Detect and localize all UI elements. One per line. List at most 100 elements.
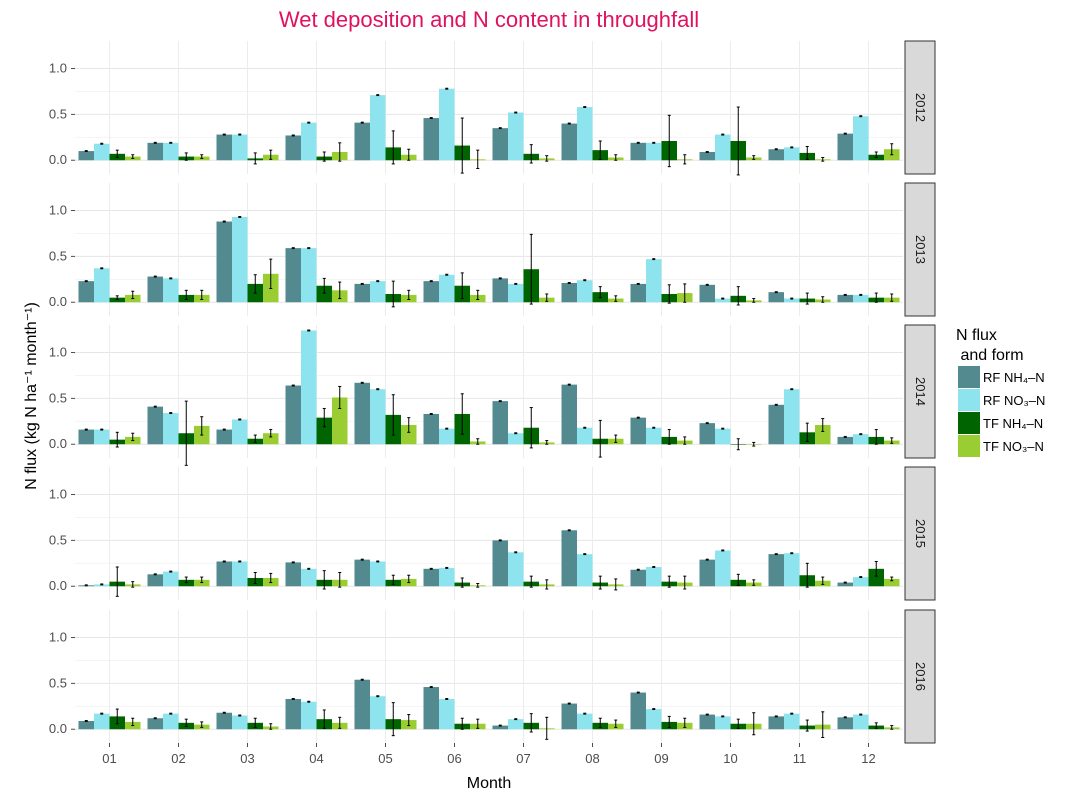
bar-rfno3-2014-10 xyxy=(715,428,731,445)
bar-rfno3-2012-03 xyxy=(232,134,248,161)
y-tick-label: 0.5 xyxy=(49,248,67,263)
bar-rfnh4-2012-05 xyxy=(354,122,370,161)
bar-rfnh4-2015-06 xyxy=(423,568,439,587)
legend-label-rfno3: RF NO₃–N xyxy=(983,393,1045,408)
bar-rfno3-2014-04 xyxy=(301,330,317,445)
bar-rfnh4-2016-01 xyxy=(78,720,94,730)
bar-rfnh4-2016-02 xyxy=(147,718,163,730)
bar-rfnh4-2014-01 xyxy=(78,429,94,445)
bar-rfnh4-2013-11 xyxy=(768,292,784,303)
bar-rfnh4-2012-12 xyxy=(837,133,853,161)
bar-rfno3-2012-04 xyxy=(301,122,317,161)
bar-rfnh4-2015-05 xyxy=(354,559,370,587)
bar-rfnh4-2014-10 xyxy=(699,423,715,445)
bar-rfno3-2013-07 xyxy=(508,283,524,303)
x-tick-label: 10 xyxy=(723,751,737,766)
y-tick-label: 0.0 xyxy=(49,436,67,451)
bar-rfno3-2013-05 xyxy=(370,281,386,303)
bar-rfnh4-2015-03 xyxy=(216,561,232,587)
bar-rfno3-2012-09 xyxy=(646,142,662,161)
x-axis: 01 02 03 04 05 06 07 08 09 10 11 12 xyxy=(102,743,876,766)
bar-rfnh4-2014-03 xyxy=(216,429,232,445)
bar-rfno3-2013-02 xyxy=(163,278,179,303)
bar-rfno3-2013-01 xyxy=(94,268,110,303)
bar-tfnh4-2014-04 xyxy=(316,417,332,445)
bar-rfno3-2015-06 xyxy=(439,567,455,587)
legend-swatch-rfno3 xyxy=(958,389,980,411)
bar-rfnh4-2016-11 xyxy=(768,716,784,730)
x-tick-label: 02 xyxy=(171,751,185,766)
bar-rfno3-2014-03 xyxy=(232,419,248,445)
y-tick-label: 1.0 xyxy=(49,203,67,218)
bar-tfno3-2014-05 xyxy=(401,424,417,445)
bar-rfno3-2014-05 xyxy=(370,389,386,445)
panel-background xyxy=(75,183,903,316)
y-tick-label: 0.0 xyxy=(49,578,67,593)
bar-rfno3-2016-02 xyxy=(163,713,179,730)
bar-rfnh4-2012-10 xyxy=(699,151,715,161)
panel-2013: 0.0 0.5 1.0 2013 xyxy=(49,182,936,317)
bar-rfno3-2015-05 xyxy=(370,561,386,587)
facet-strip-label: 2012 xyxy=(913,93,928,122)
bar-rfnh4-2013-12 xyxy=(837,294,853,303)
bar-rfno3-2012-07 xyxy=(508,112,524,161)
y-tick-label: 0.5 xyxy=(49,532,67,547)
bar-rfno3-2016-09 xyxy=(646,709,662,730)
bar-rfno3-2016-04 xyxy=(301,701,317,730)
bar-rfno3-2013-10 xyxy=(715,298,731,303)
bar-rfnh4-2013-10 xyxy=(699,284,715,303)
bar-rfnh4-2012-07 xyxy=(492,128,508,161)
bar-rfno3-2013-09 xyxy=(646,259,662,303)
bar-rfnh4-2013-05 xyxy=(354,283,370,303)
bar-rfno3-2013-04 xyxy=(301,248,317,303)
bar-rfnh4-2015-12 xyxy=(837,582,853,587)
panel-2012: 0.0 0.5 1.0 2012 xyxy=(49,40,936,176)
bar-rfnh4-2013-02 xyxy=(147,276,163,303)
bar-rfno3-2013-06 xyxy=(439,274,455,303)
bar-rfnh4-2015-02 xyxy=(147,574,163,587)
bar-rfnh4-2014-07 xyxy=(492,401,508,445)
bar-rfno3-2015-04 xyxy=(301,568,317,587)
bar-rfno3-2014-12 xyxy=(853,434,869,445)
bar-rfnh4-2014-06 xyxy=(423,413,439,445)
panel-2014: 0.0 0.5 1.0 2014 xyxy=(49,324,936,466)
bar-rfno3-2014-08 xyxy=(577,427,593,445)
facet-strip-label: 2015 xyxy=(913,519,928,548)
chart-title: Wet deposition and N content in throughf… xyxy=(279,7,699,32)
bar-tfno3-2014-03 xyxy=(263,433,279,445)
bar-rfnh4-2016-05 xyxy=(354,679,370,730)
bar-rfnh4-2012-03 xyxy=(216,134,232,161)
bar-rfnh4-2014-12 xyxy=(837,436,853,445)
legend-label-tfno3: TF NO₃–N xyxy=(983,439,1044,454)
bar-rfnh4-2014-05 xyxy=(354,382,370,445)
bar-rfno3-2012-12 xyxy=(853,116,869,161)
x-axis-title: Month xyxy=(467,775,511,792)
bar-rfnh4-2013-09 xyxy=(630,283,646,303)
y-tick-label: 0.0 xyxy=(49,721,67,736)
bar-rfnh4-2012-09 xyxy=(630,142,646,161)
panel-2015: 0.0 0.5 1.0 2015 xyxy=(49,466,936,601)
bar-rfnh4-2015-10 xyxy=(699,559,715,587)
bar-rfno3-2013-03 xyxy=(232,216,248,303)
bar-rfnh4-2012-04 xyxy=(285,135,301,161)
bar-rfnh4-2016-08 xyxy=(561,703,577,730)
bar-rfnh4-2012-11 xyxy=(768,149,784,161)
bar-rfnh4-2013-06 xyxy=(423,281,439,303)
y-tick-label: 1.0 xyxy=(49,61,67,76)
bar-rfno3-2015-07 xyxy=(508,552,524,587)
x-tick-label: 03 xyxy=(240,751,254,766)
facet-strip-2016 xyxy=(904,609,936,744)
bar-rfnh4-2014-11 xyxy=(768,404,784,445)
bar-rfno3-2012-06 xyxy=(439,88,455,161)
bar-rfno3-2013-12 xyxy=(853,294,869,303)
facet-strip-2015 xyxy=(904,466,936,601)
bar-rfnh4-2012-08 xyxy=(561,123,577,161)
x-tick-label: 12 xyxy=(861,751,875,766)
bar-rfnh4-2013-04 xyxy=(285,248,301,303)
x-tick-label: 08 xyxy=(585,751,599,766)
legend-swatch-tfno3 xyxy=(958,435,980,457)
bar-tfnh4-2015-12 xyxy=(868,568,884,587)
bar-rfnh4-2016-09 xyxy=(630,692,646,730)
bar-rfno3-2016-07 xyxy=(508,719,524,730)
bar-rfno3-2015-08 xyxy=(577,554,593,587)
